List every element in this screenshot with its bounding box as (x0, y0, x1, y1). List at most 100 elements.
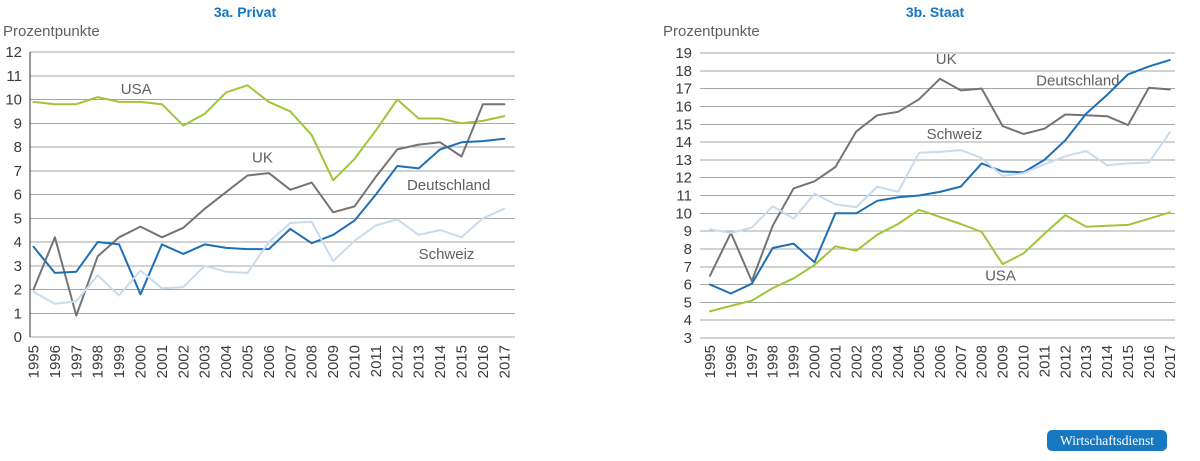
x-tick-label: 2006 (932, 345, 949, 378)
x-tick-label: 2001 (154, 345, 171, 378)
x-tick-label: 2016 (1141, 345, 1158, 378)
x-tick-label: 1995 (26, 345, 43, 378)
x-tick-label: 2010 (347, 345, 364, 378)
series-line-deutschland (32, 137, 506, 296)
x-tick-label: 2000 (133, 345, 150, 378)
x-tick-label: 2004 (218, 345, 235, 378)
y-tick-label: 6 (684, 277, 692, 294)
series-label-schweiz: Schweiz (419, 246, 475, 263)
x-tick-label: 2009 (325, 345, 342, 378)
y-tick-label: 3 (14, 258, 22, 275)
y-axis-unit-staat: Prozentpunkte (663, 23, 760, 40)
x-tick-label: 1997 (68, 345, 85, 378)
y-tick-label: 4 (684, 312, 692, 329)
y-tick-label: 0 (14, 329, 22, 346)
y-tick-label: 13 (675, 152, 692, 169)
y-tick-label: 10 (675, 205, 692, 222)
y-tick-label: 5 (684, 294, 692, 311)
y-tick-label: 17 (675, 81, 692, 98)
x-tick-label: 2006 (261, 345, 278, 378)
x-tick-label: 2007 (953, 345, 970, 378)
x-tick-label: 2005 (911, 345, 928, 378)
x-tick-label: 2014 (1099, 345, 1116, 378)
x-tick-label: 2014 (432, 345, 449, 378)
x-tick-label: 2011 (368, 345, 385, 377)
y-tick-label: 5 (14, 210, 22, 227)
y-tick-label: 11 (6, 68, 22, 85)
x-tick-label: 2015 (454, 345, 471, 378)
x-tick-label: 2008 (304, 345, 321, 378)
series-label-uk: UK (936, 51, 957, 68)
y-tick-label: 1 (14, 305, 22, 322)
y-tick-label: 2 (14, 282, 22, 299)
y-tick-label: 8 (684, 241, 692, 258)
x-tick-label: 1999 (786, 345, 803, 378)
series-label-usa: USA (985, 268, 1016, 285)
x-tick-label: 2017 (1162, 345, 1179, 378)
x-tick-label: 2010 (1016, 345, 1033, 378)
x-tick-label: 2016 (475, 345, 492, 378)
x-tick-label: 2015 (1120, 345, 1137, 378)
x-tick-label: 2003 (197, 345, 214, 378)
x-tick-label: 2003 (869, 345, 886, 378)
y-tick-label: 19 (675, 45, 692, 62)
x-tick-label: 1996 (723, 345, 740, 378)
series-label-schweiz: Schweiz (927, 126, 983, 143)
y-tick-label: 11 (676, 188, 692, 205)
y-tick-label: 7 (684, 259, 692, 276)
x-tick-label: 2005 (240, 345, 257, 378)
chart-title-privat: 3a. Privat (213, 4, 277, 20)
series-label-usa: USA (121, 81, 152, 98)
series-line-usa (709, 208, 1171, 313)
y-tick-label: 10 (5, 92, 22, 109)
series-line-schweiz (709, 131, 1171, 234)
y-tick-label: 16 (675, 98, 692, 115)
x-tick-label: 2008 (974, 345, 991, 378)
y-tick-label: 12 (5, 44, 22, 61)
x-tick-label: 1995 (702, 345, 719, 378)
y-tick-label: 6 (14, 187, 22, 204)
y-tick-label: 7 (14, 163, 22, 180)
y-tick-label: 4 (14, 234, 22, 251)
y-tick-label: 9 (684, 223, 692, 240)
series-label-deutschland: Deutschland (407, 177, 490, 194)
wirtschaftsdienst-logo: Wirtschaftsdienst (1047, 430, 1167, 451)
x-tick-label: 2007 (282, 345, 299, 378)
x-tick-label: 1998 (90, 345, 107, 378)
x-tick-label: 2000 (807, 345, 824, 378)
x-tick-label: 2013 (411, 345, 428, 378)
chart-title-staat: 3b. Staat (905, 4, 965, 20)
series-line-schweiz (32, 207, 506, 305)
y-tick-label: 3 (684, 330, 692, 347)
series-line-uk (32, 103, 506, 317)
series-line-usa (32, 84, 506, 182)
series-line-deutschland (709, 59, 1171, 295)
x-tick-label: 1999 (111, 345, 128, 378)
y-tick-label: 15 (675, 116, 692, 133)
series-line-uk (709, 77, 1171, 282)
y-tick-label: 12 (675, 170, 692, 187)
y-tick-label: 8 (14, 139, 22, 156)
y-tick-label: 18 (675, 63, 692, 80)
x-tick-label: 2012 (389, 345, 406, 378)
x-tick-label: 2011 (1036, 345, 1053, 377)
x-tick-label: 1998 (765, 345, 782, 378)
x-tick-label: 2012 (1057, 345, 1074, 378)
y-tick-label: 14 (675, 134, 692, 151)
x-tick-label: 2004 (890, 345, 907, 378)
x-tick-label: 2001 (827, 345, 844, 378)
series-label-deutschland: Deutschland (1036, 73, 1119, 90)
x-tick-label: 2017 (496, 345, 513, 378)
x-tick-label: 2013 (1078, 345, 1095, 378)
y-tick-label: 9 (14, 115, 22, 132)
x-tick-label: 2002 (848, 345, 865, 378)
x-tick-label: 2002 (175, 345, 192, 378)
x-tick-label: 2009 (995, 345, 1012, 378)
y-axis-unit-privat: Prozentpunkte (3, 23, 100, 40)
x-tick-label: 1996 (47, 345, 64, 378)
x-tick-label: 1997 (744, 345, 761, 378)
